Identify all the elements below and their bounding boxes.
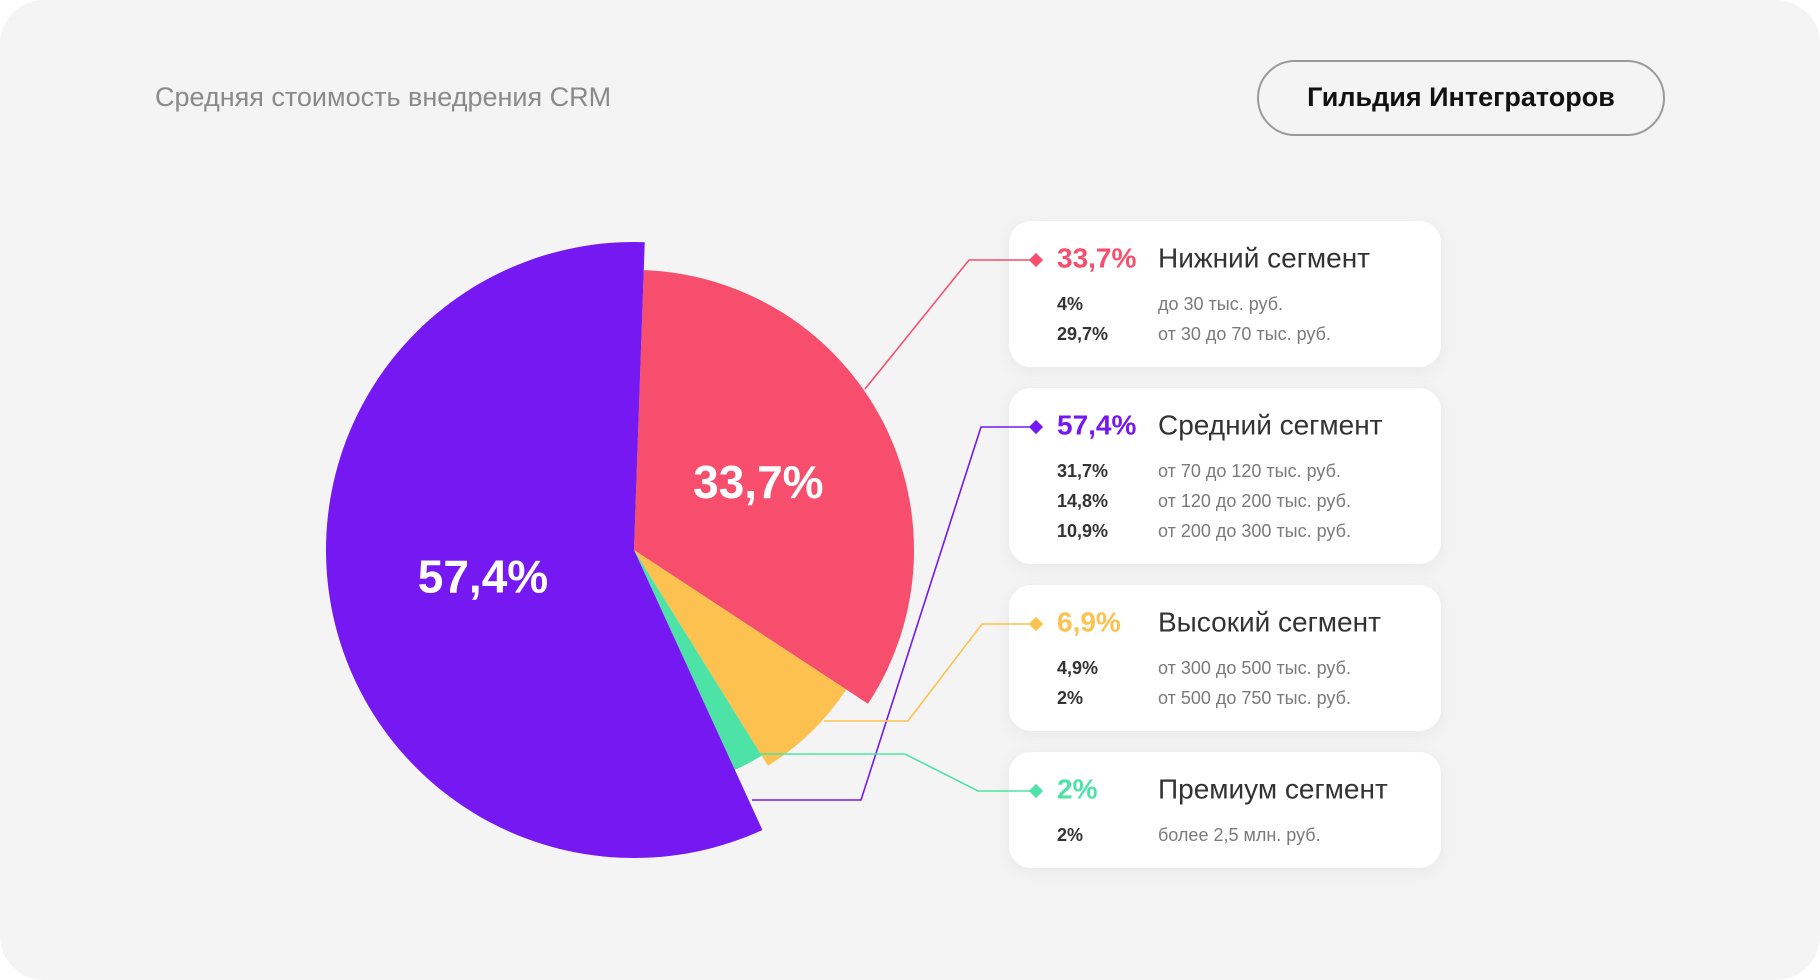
row-range: от 500 до 750 тыс. руб. — [1158, 688, 1351, 708]
row-share: 31,7% — [1057, 461, 1108, 481]
row-range: от 70 до 120 тыс. руб. — [1158, 461, 1341, 481]
pie-slice — [634, 270, 915, 704]
legend-label: Премиум сегмент — [1158, 773, 1388, 804]
legend-label: Нижний сегмент — [1158, 242, 1370, 273]
legend-share: 57,4% — [1057, 409, 1136, 440]
row-share: 4% — [1057, 294, 1083, 314]
slice-label: 33,7% — [693, 456, 823, 508]
legend-share: 2% — [1057, 773, 1098, 804]
legend-card — [1009, 752, 1441, 868]
leader-marker — [1028, 252, 1044, 268]
row-share: 10,9% — [1057, 521, 1108, 541]
brand-label[interactable]: Гильдия Интеграторов — [1307, 82, 1615, 112]
leader-marker — [1028, 419, 1044, 435]
row-share: 2% — [1057, 825, 1083, 845]
row-share: 14,8% — [1057, 491, 1108, 511]
leader-line — [824, 623, 1036, 722]
row-share: 4,9% — [1057, 658, 1098, 678]
row-share: 2% — [1057, 688, 1083, 708]
row-share: 29,7% — [1057, 324, 1108, 344]
leader-marker — [1028, 616, 1044, 632]
pie-slice — [634, 550, 847, 766]
row-range: от 200 до 300 тыс. руб. — [1158, 521, 1351, 541]
legend-share: 33,7% — [1057, 242, 1136, 273]
brand-button[interactable] — [1257, 60, 1665, 136]
row-range: более 2,5 млн. руб. — [1158, 825, 1321, 845]
slice-label: 57,4% — [418, 550, 548, 602]
row-range: от 30 до 70 тыс. руб. — [1158, 324, 1331, 344]
row-range: до 30 тыс. руб. — [1158, 294, 1283, 314]
leader-line — [757, 753, 1036, 792]
chart-title: Средняя стоимость внедрения CRM — [155, 82, 611, 112]
legend-card — [1009, 221, 1441, 367]
pie-slice — [326, 242, 763, 859]
legend-card — [1009, 585, 1441, 731]
leader-line — [864, 259, 1036, 390]
leader-marker — [1028, 783, 1044, 799]
leader-line — [752, 426, 1036, 801]
pie-slice — [634, 550, 762, 770]
legend-share: 6,9% — [1057, 606, 1121, 637]
legend-card — [1009, 388, 1441, 564]
legend-label: Средний сегмент — [1158, 409, 1383, 440]
legend-label: Высокий сегмент — [1158, 606, 1381, 637]
row-range: от 300 до 500 тыс. руб. — [1158, 658, 1351, 678]
row-range: от 120 до 200 тыс. руб. — [1158, 491, 1351, 511]
